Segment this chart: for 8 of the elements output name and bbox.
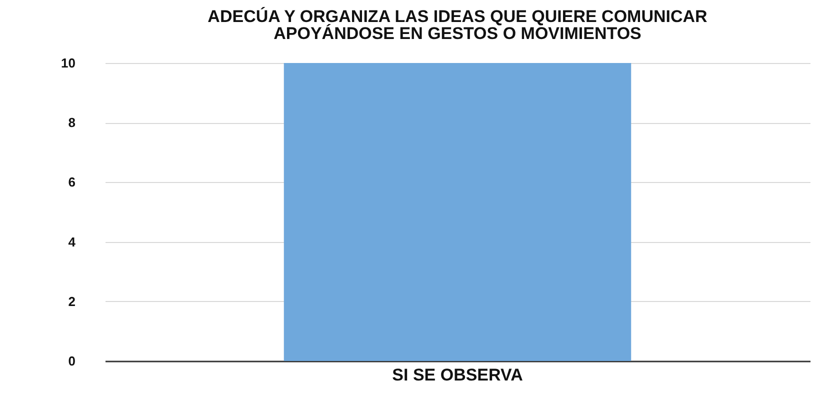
y-tick-label: 0 — [68, 354, 76, 368]
chart-title: ADECÚA Y ORGANIZA LAS IDEAS QUE QUIERE COMUNICAR APOYÁNDOSE EN GESTOS O MOVIMIENTOS — [208, 6, 708, 43]
y-tick-label: 8 — [68, 115, 76, 130]
y-tick-label: 10 — [61, 56, 76, 70]
x-tick-label: SI SE OBSERVA — [392, 366, 523, 384]
y-tick-label: 2 — [68, 294, 76, 309]
y-tick-label: 4 — [68, 234, 76, 250]
y-tick-label: 6 — [68, 174, 76, 190]
